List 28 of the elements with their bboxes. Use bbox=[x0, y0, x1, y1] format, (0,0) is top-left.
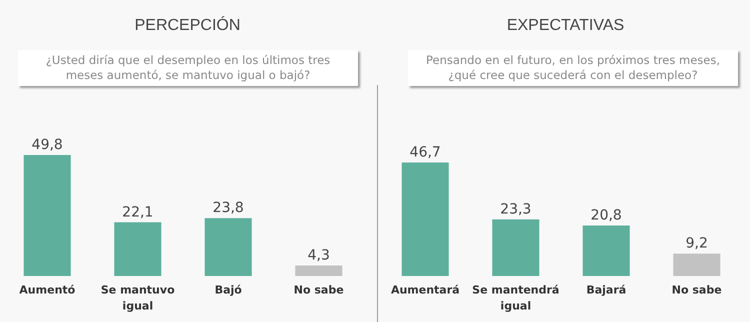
data-label: 9,2 bbox=[686, 236, 708, 252]
bar bbox=[582, 225, 630, 276]
x-tick-label: Bajó bbox=[214, 284, 242, 296]
x-tick-label: Aumentó bbox=[19, 284, 76, 296]
bar bbox=[24, 155, 71, 276]
chart-subtitle: Pensando en el futuro, en los próximos tres meses, ¿qué cree que sucederá con el desempleo? bbox=[408, 50, 738, 86]
data-label: 23,3 bbox=[500, 201, 532, 218]
bar bbox=[402, 162, 449, 276]
x-tick-label: Bajará bbox=[586, 284, 626, 296]
x-tick-label: No sabe bbox=[672, 284, 722, 296]
bar bbox=[114, 222, 162, 276]
bar bbox=[492, 219, 540, 276]
data-label: 4,3 bbox=[308, 248, 330, 264]
data-label: 22,1 bbox=[122, 204, 154, 220]
x-tick-label: Se mantendrá igual bbox=[472, 284, 560, 312]
data-label: 20,8 bbox=[590, 207, 622, 224]
x-tick-label: No sabe bbox=[294, 284, 344, 296]
data-label: 49,8 bbox=[32, 137, 63, 153]
data-label: 23,8 bbox=[212, 200, 244, 216]
bar bbox=[295, 266, 342, 276]
chart-title: PERCEPCIÓN bbox=[134, 17, 242, 35]
data-label: 46,7 bbox=[410, 144, 441, 161]
chart-title: EXPECTATIVAS bbox=[506, 17, 626, 35]
bar bbox=[204, 218, 252, 276]
x-tick-label: Aumentará bbox=[390, 284, 460, 296]
bar bbox=[673, 254, 720, 276]
chart-subtitle: ¿Usted diría que el desempleo en los últimos tres meses aumentó, se mantuvo igual o bajó? bbox=[18, 50, 358, 86]
x-tick-label: Se mantuvo igual bbox=[100, 284, 176, 312]
